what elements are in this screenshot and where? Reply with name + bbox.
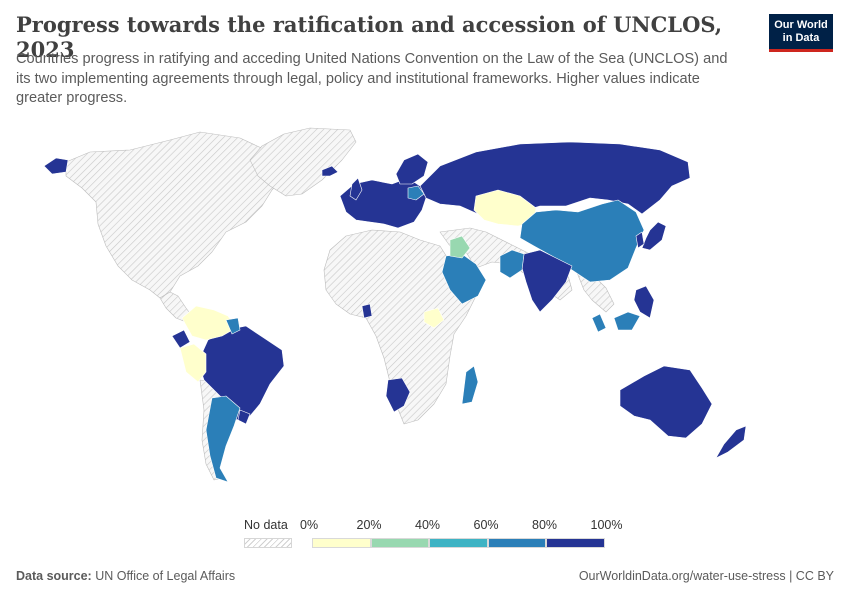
- iceland-shape[interactable]: [321, 165, 339, 177]
- legend-tick-label: 100%: [590, 518, 623, 532]
- legend-tick-label: 80%: [532, 518, 558, 532]
- india-shape[interactable]: [521, 249, 573, 313]
- guyana-shape[interactable]: [225, 317, 241, 335]
- russia-shape[interactable]: [419, 141, 691, 221]
- southern-africa-shape[interactable]: [385, 377, 411, 413]
- legend-nodata-swatch[interactable]: [244, 538, 292, 548]
- legend-tick-label: 40%: [415, 518, 441, 532]
- legend-bin-0-20[interactable]: [312, 538, 371, 548]
- new-zealand-shape[interactable]: [715, 425, 747, 459]
- legend-bin-40-60[interactable]: [429, 538, 488, 548]
- madagascar-shape[interactable]: [461, 365, 479, 405]
- east-africa-shape[interactable]: [423, 307, 445, 329]
- uk-shape[interactable]: [349, 177, 363, 201]
- uruguay-shape[interactable]: [237, 409, 251, 425]
- alaska-shape[interactable]: [43, 157, 69, 175]
- saudi-arabia-shape[interactable]: [441, 253, 487, 305]
- data-source-text[interactable]: UN Office of Legal Affairs: [95, 569, 236, 583]
- source-url[interactable]: OurWorldinData.org/water-use-stress | CC…: [578, 569, 834, 583]
- legend-tick-label: 0%: [300, 518, 319, 532]
- north-america-region[interactable]: [65, 131, 289, 299]
- legend-nodata-label: No data: [244, 518, 288, 532]
- japan-shape[interactable]: [641, 221, 667, 251]
- iraq-shape[interactable]: [449, 235, 471, 259]
- ecuador-shape[interactable]: [171, 329, 191, 349]
- pakistan-shape[interactable]: [499, 249, 525, 279]
- legend-bin-80-100[interactable]: [546, 538, 605, 548]
- legend-tick-label: 20%: [356, 518, 382, 532]
- africa-region[interactable]: [323, 229, 477, 425]
- peru-shape[interactable]: [179, 343, 207, 383]
- chart-subtitle: Countries progress in ratifying and acce…: [16, 51, 728, 106]
- legend-bin-20-40[interactable]: [370, 538, 429, 548]
- chart-title: Progress towards the ratification and ac…: [16, 12, 723, 62]
- west-africa-shape[interactable]: [361, 303, 373, 319]
- owid-logo[interactable]: Our World in Data: [769, 14, 833, 52]
- greenland-region[interactable]: [249, 127, 357, 197]
- indonesia-shape[interactable]: [591, 311, 641, 333]
- legend-tick-label: 60%: [473, 518, 499, 532]
- data-source-label: Data source:: [16, 569, 92, 583]
- logo-line-1: Our World: [774, 19, 828, 31]
- brazil-shape[interactable]: [197, 325, 285, 421]
- australia-shape[interactable]: [619, 365, 713, 439]
- legend-bin-60-80[interactable]: [487, 538, 546, 548]
- legend: No data 0% 20% 40% 60% 80% 100%: [240, 518, 623, 552]
- korea-shape[interactable]: [635, 231, 645, 249]
- scandinavia-shape[interactable]: [395, 153, 429, 185]
- argentina-shape[interactable]: [205, 395, 241, 483]
- data-source: Data source: UN Office of Legal Affairs: [16, 569, 235, 583]
- belarus-shape[interactable]: [407, 185, 425, 201]
- philippines-shape[interactable]: [633, 285, 655, 319]
- logo-line-2: in Data: [782, 32, 820, 44]
